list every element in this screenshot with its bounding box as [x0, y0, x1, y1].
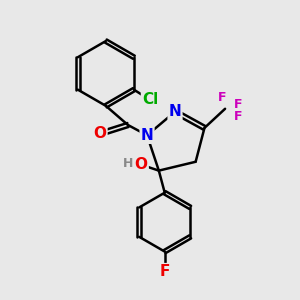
Text: O: O [93, 126, 106, 141]
Text: O: O [135, 157, 148, 172]
Text: F: F [234, 98, 243, 111]
Text: F: F [234, 110, 243, 123]
Text: N: N [169, 104, 182, 119]
Text: Cl: Cl [142, 92, 158, 107]
Text: N: N [141, 128, 153, 143]
Text: F: F [160, 264, 170, 279]
Text: H: H [123, 157, 133, 170]
Text: F: F [218, 91, 226, 104]
